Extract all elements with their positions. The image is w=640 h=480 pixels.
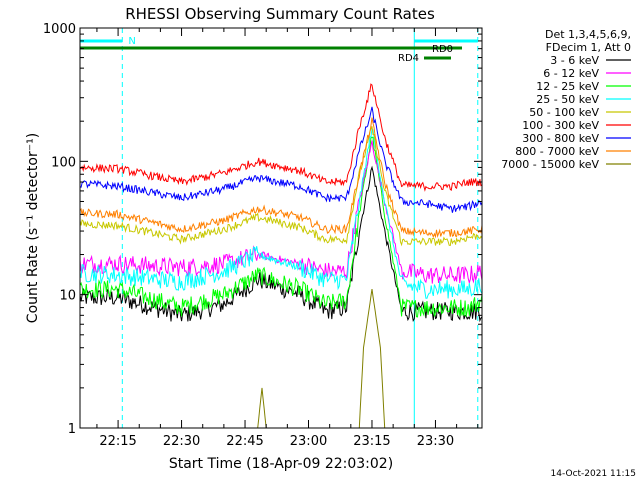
legend-label-5: 100 - 300 keV: [522, 119, 599, 132]
series-line-3: [80, 127, 482, 299]
series-line-1: [80, 140, 482, 285]
x-axis-label: Start Time (18-Apr-09 22:03:02): [169, 456, 393, 472]
y-tick-label: 100: [51, 155, 76, 170]
y-axis-label: Count Rate (s⁻¹ detector⁻¹): [25, 133, 41, 323]
footer-date: 14-Oct-2021 11:15: [551, 469, 636, 479]
legend-label-3: 25 - 50 keV: [536, 93, 599, 106]
x-tick-label: 22:30: [163, 434, 200, 449]
chart-title: RHESSI Observing Summary Count Rates: [125, 5, 435, 23]
legend-header-line: Det 1,3,4,5,6,9,: [545, 28, 631, 41]
legend-label-8: 7000 - 15000 keV: [501, 158, 599, 171]
series-line-6: [80, 106, 482, 213]
legend-label-7: 800 - 7000 keV: [515, 145, 599, 158]
y-tick-label: 1000: [43, 22, 76, 37]
series-line-4: [80, 126, 482, 247]
y-tick-label: 10: [59, 289, 76, 304]
x-tick-label: 22:45: [226, 434, 263, 449]
annotation-label-rd0: RD0: [432, 44, 453, 55]
series-line-7: [80, 117, 482, 239]
annotation-label-rd4: RD4: [398, 53, 419, 64]
plot-frame: [79, 27, 483, 429]
x-tick-label: 22:15: [99, 434, 136, 449]
legend-label-1: 6 - 12 keV: [543, 67, 599, 80]
legend-label-0: 3 - 6 keV: [550, 54, 599, 67]
legend-label-6: 300 - 800 keV: [522, 132, 599, 145]
legend-label-2: 12 - 25 keV: [536, 80, 599, 93]
legend-header-line: FDecim 1, Att 0: [546, 41, 631, 54]
y-tick-label: 1: [68, 422, 76, 437]
series-line-2: [80, 136, 482, 318]
x-tick-label: 23:00: [290, 434, 327, 449]
series-line-0: [80, 165, 482, 323]
series-line-5: [80, 83, 482, 192]
legend-label-4: 50 - 100 keV: [529, 106, 599, 119]
x-tick-label: 23:30: [417, 434, 454, 449]
annotation-label-n: N: [128, 36, 135, 47]
x-tick-label: 23:15: [353, 434, 390, 449]
